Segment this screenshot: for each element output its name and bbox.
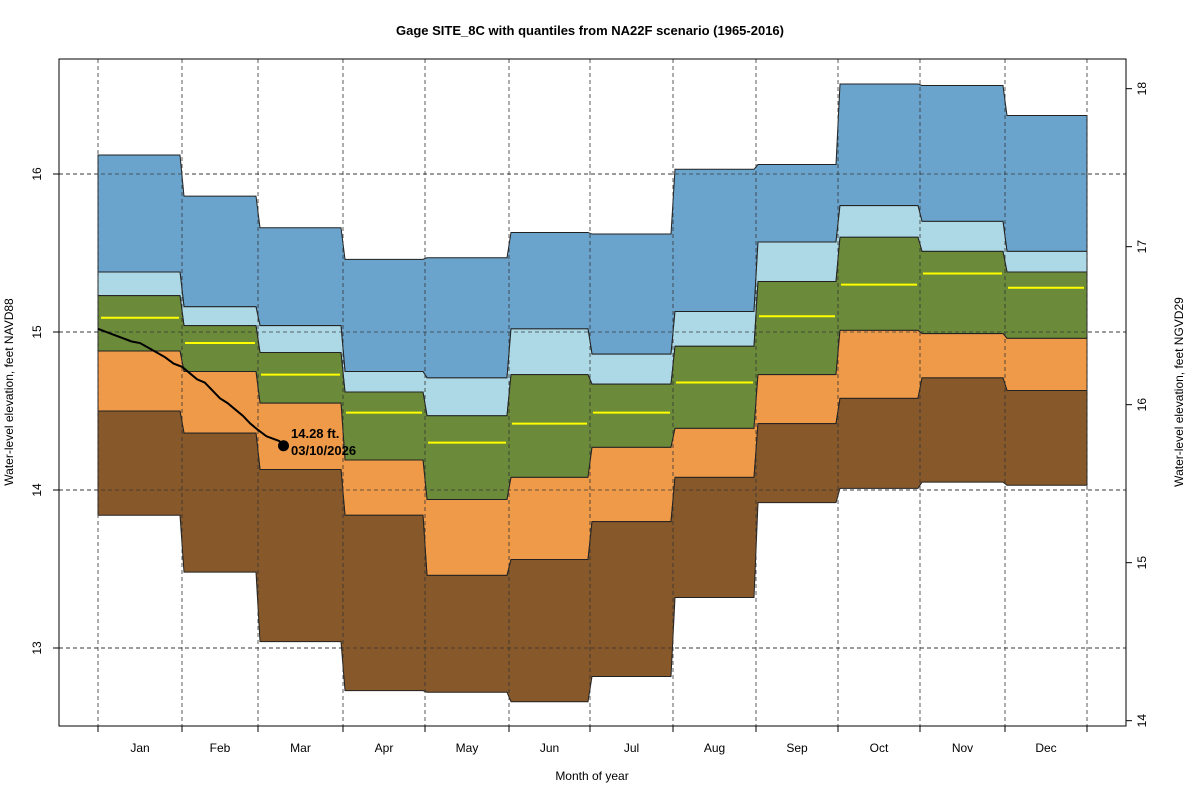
x-tick-label-apr: Apr	[375, 741, 394, 755]
y-tick-label-right: 14	[1135, 714, 1149, 728]
median-lines	[101, 272, 1084, 444]
quantile-bands	[97, 83, 1088, 703]
y-axis-label-right: Water-level elevation, feet NGVD29	[1172, 297, 1186, 487]
y-axis-left: 13 14 15 16	[30, 167, 59, 655]
x-tick-label-feb: Feb	[210, 741, 231, 755]
y-tick-label-left: 15	[30, 325, 44, 339]
x-tick-label-jan: Jan	[130, 741, 149, 755]
x-tick-label-mar: Mar	[290, 741, 311, 755]
x-tick-label-sep: Sep	[786, 741, 808, 755]
observed-series	[97, 327, 289, 452]
y-tick-label-right: 18	[1135, 82, 1149, 96]
last-value-label: 14.28 ft.	[291, 426, 339, 441]
plot-frame	[58, 58, 1127, 727]
x-axis-label: Month of year	[555, 769, 628, 783]
y-tick-label-right: 15	[1135, 556, 1149, 570]
last-date-label: 03/10/2026	[291, 443, 356, 458]
y-tick-label-right: 16	[1135, 398, 1149, 412]
x-tick-label-oct: Oct	[870, 741, 889, 755]
y-tick-label-left: 14	[30, 483, 44, 497]
vertical-gridlines	[59, 59, 1126, 726]
x-tick-label-jul: Jul	[624, 741, 639, 755]
y-axis-right: 14 15 16 17 18	[1126, 82, 1149, 728]
x-tick-label-dec: Dec	[1035, 741, 1056, 755]
y-axis-label-left: Water-level elevation, feet NAVD88	[2, 298, 16, 486]
last-observation-point	[278, 440, 289, 452]
x-tick-label-aug: Aug	[704, 741, 725, 755]
chart-title: Gage SITE_8C with quantiles from NA22F s…	[396, 23, 784, 38]
x-tick-label-nov: Nov	[952, 741, 973, 755]
band-q10-to-min	[97, 377, 1088, 703]
x-tick-label-may: May	[456, 741, 479, 755]
observed-line	[97, 327, 285, 447]
y-tick-label-left: 13	[30, 641, 44, 655]
y-tick-label-right: 17	[1135, 240, 1149, 254]
x-tick-label-jun: Jun	[540, 741, 559, 755]
x-axis: Jan Feb Mar Apr May Jun Jul Aug Sep Oct Nov Dec	[97, 726, 1088, 755]
y-tick-label-left: 16	[30, 167, 44, 181]
